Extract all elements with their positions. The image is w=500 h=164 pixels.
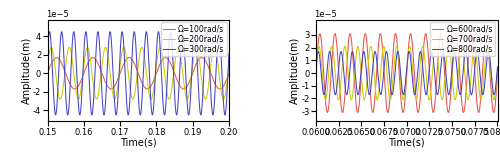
Ω=600rad/s [314,59,320,61]
Line: Ω=800rad/s: Ω=800rad/s [316,51,498,95]
X-axis label: Time(s): Time(s) [120,138,156,148]
Ω=700rad/s [485,46,491,48]
Ω=200rad/s [80,71,86,73]
Ω=300rad/s [46,39,52,41]
Ω=600rad/s [324,111,330,113]
Ω=300rad/s [80,67,86,69]
Ω=600rad/s [362,33,368,35]
Ω=200rad/s [226,65,232,67]
Ω=200rad/s [52,66,58,68]
X-axis label: Time(s): Time(s) [388,138,425,148]
Ω=100rad/s [80,74,86,76]
Ω=100rad/s [217,88,223,90]
Ω=100rad/s [52,57,58,59]
Ω=300rad/s [95,31,101,33]
Ω=300rad/s [56,78,62,80]
Ω=700rad/s [314,58,320,60]
Ω=600rad/s [402,101,408,103]
Ω=800rad/s [485,51,491,53]
Legend: Ω=100rad/s, Ω=200rad/s, Ω=300rad/s: Ω=100rad/s, Ω=200rad/s, Ω=300rad/s [161,22,226,56]
Ω=300rad/s [226,52,232,54]
Y-axis label: Amplitude(m): Amplitude(m) [290,37,300,104]
Ω=200rad/s [216,75,222,77]
Legend: Ω=600rad/s, Ω=700rad/s, Ω=800rad/s: Ω=600rad/s, Ω=700rad/s, Ω=800rad/s [430,22,495,56]
Ω=200rad/s [44,65,51,67]
Ω=600rad/s [494,72,500,74]
Line: Ω=300rad/s: Ω=300rad/s [48,32,229,115]
Ω=800rad/s [313,66,319,68]
Text: 1e−5: 1e−5 [46,10,68,19]
Ω=600rad/s [348,41,354,43]
Ω=800rad/s [324,72,330,73]
Ω=300rad/s [216,32,222,34]
Ω=700rad/s [320,88,326,90]
Ω=300rad/s [133,51,139,53]
Ω=100rad/s [56,57,62,59]
Ω=700rad/s [348,99,354,101]
Line: Ω=600rad/s: Ω=600rad/s [316,34,498,113]
Ω=100rad/s [54,57,60,59]
Ω=200rad/s [94,98,100,100]
Ω=700rad/s [324,92,330,94]
Ω=800rad/s [480,94,486,96]
Ω=800rad/s [320,93,326,95]
Ω=700rad/s [494,68,500,70]
Ω=600rad/s [320,71,326,73]
Ω=100rad/s [46,70,52,72]
Text: 1e−5: 1e−5 [314,10,337,19]
Ω=100rad/s [133,67,139,69]
Ω=800rad/s [402,88,408,90]
Ω=200rad/s [56,93,62,95]
Ω=300rad/s [44,52,51,54]
Ω=200rad/s [133,82,139,84]
Ω=600rad/s [313,72,319,74]
Ω=800rad/s [314,57,320,59]
Ω=800rad/s [494,66,500,68]
Ω=200rad/s [46,58,52,60]
Ω=700rad/s [402,92,408,94]
Ω=300rad/s [52,114,59,116]
Ω=700rad/s [406,45,412,47]
Ω=100rad/s [226,72,232,74]
Ω=100rad/s [44,72,51,74]
Ω=600rad/s [485,43,491,45]
Ω=700rad/s [313,68,319,70]
Ω=800rad/s [384,51,390,52]
Ω=700rad/s [465,99,471,101]
Line: Ω=700rad/s: Ω=700rad/s [316,46,498,100]
Line: Ω=200rad/s: Ω=200rad/s [48,47,229,99]
Line: Ω=100rad/s: Ω=100rad/s [48,58,229,89]
Ω=200rad/s [84,46,90,48]
Ω=300rad/s [52,112,58,114]
Ω=800rad/s [348,52,354,54]
Ω=100rad/s [216,88,222,90]
Ω=600rad/s [324,112,330,113]
Y-axis label: Amplitude(m): Amplitude(m) [22,37,32,104]
